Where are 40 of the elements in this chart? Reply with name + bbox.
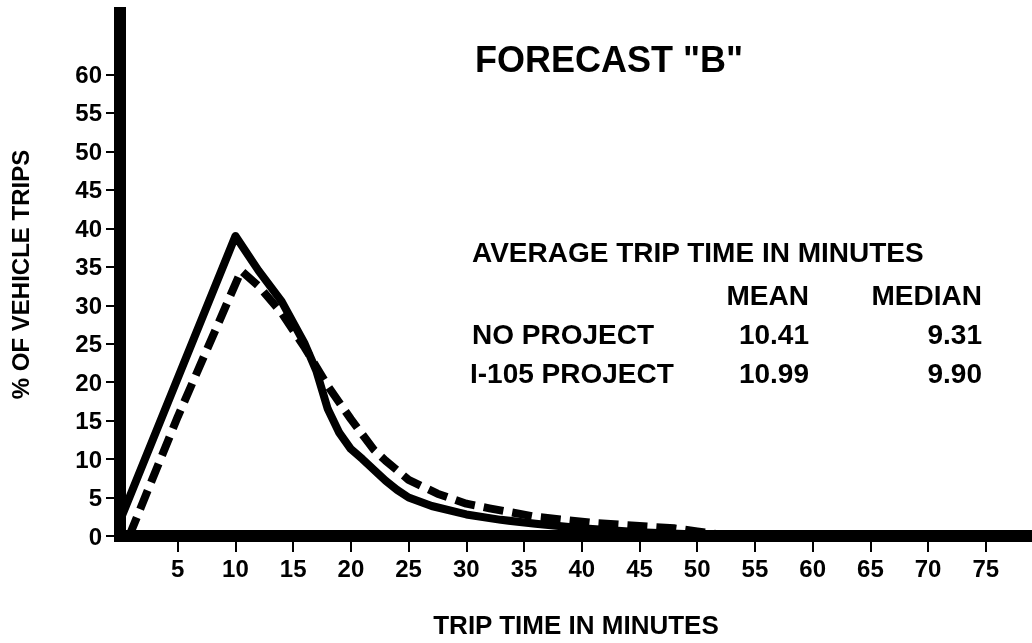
annotation: AVERAGE TRIP TIME IN MINUTES — [472, 236, 924, 268]
y-tick-label: 20 — [75, 368, 102, 396]
annotation: MEDIAN — [871, 279, 982, 311]
x-tick-label: 20 — [337, 554, 365, 582]
y-tick-label: 35 — [75, 253, 102, 281]
x-tick-label: 75 — [972, 554, 1000, 582]
y-tick-label: 55 — [75, 99, 102, 127]
x-tick-label: 65 — [857, 554, 884, 582]
x-tick-label: 10 — [222, 554, 249, 582]
y-tick-label: 25 — [75, 330, 102, 358]
y-tick-label: 30 — [75, 291, 102, 319]
y-tick-label: 50 — [75, 137, 102, 165]
x-tick-label: 55 — [741, 554, 769, 582]
x-tick-label: 40 — [568, 554, 596, 582]
x-tick-label: 30 — [452, 554, 480, 582]
annotation: MEAN — [726, 279, 809, 311]
text: FORECAST "B" — [475, 38, 744, 80]
y-tick-label: 45 — [75, 176, 102, 204]
y-tick-label: 10 — [75, 445, 102, 473]
x-tick-label: 50 — [683, 554, 711, 582]
annotation: 9.31 — [927, 318, 982, 350]
x-tick-label: 70 — [914, 554, 942, 582]
annotation: I-105 PROJECT — [470, 357, 674, 389]
x-tick-label: 45 — [626, 554, 653, 582]
x-tick-label: 25 — [395, 554, 422, 582]
annotation: NO PROJECT — [472, 318, 655, 350]
annotation: 10.41 — [738, 318, 809, 350]
y-tick-label: 40 — [75, 214, 102, 242]
y-tick-label: 60 — [75, 61, 102, 89]
x-tick-label: 5 — [171, 554, 185, 582]
x-axis-title: TRIP TIME IN MINUTES — [433, 610, 719, 640]
y-axis-title: % OF VEHICLE TRIPS — [6, 149, 34, 400]
x-tick-label: 35 — [510, 554, 538, 582]
annotation: 9.90 — [927, 357, 982, 389]
y-tick-label: 15 — [75, 407, 102, 435]
x-tick-label: 15 — [279, 554, 307, 582]
y-tick-label: 0 — [88, 522, 102, 550]
y-tick-label: 5 — [88, 484, 102, 512]
annotation: 10.99 — [738, 357, 809, 389]
x-tick-label: 60 — [799, 554, 827, 582]
